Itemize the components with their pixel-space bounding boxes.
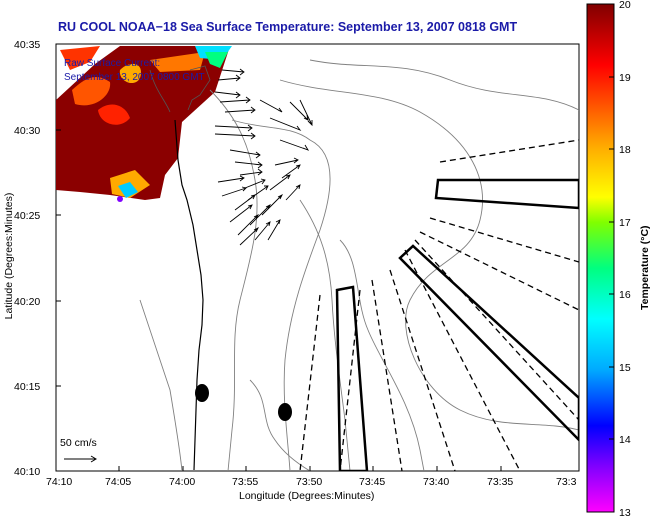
sst-top-red — [60, 46, 100, 70]
sst-red-spot — [98, 104, 130, 125]
study-boxes — [335, 178, 579, 471]
sandy-hook — [187, 65, 211, 111]
buoy-marker-1 — [195, 384, 209, 402]
raw-current-label-1: Raw Surface Current: — [64, 58, 160, 69]
y-tick-3: 40:20 — [14, 296, 40, 308]
cb-tick-20: 20 — [619, 0, 631, 11]
cb-tick-17: 17 — [619, 217, 631, 229]
cb-tick-13: 13 — [619, 507, 631, 518]
map-title: RU COOL NOAA−18 Sea Surface Temperature:… — [58, 20, 518, 34]
cb-tick-19: 19 — [619, 72, 631, 84]
colorbar — [586, 3, 615, 513]
sst-violet-dot — [117, 196, 123, 202]
sst-orange-spot — [72, 76, 111, 106]
sst-green-edge — [205, 52, 228, 68]
cb-tick-16: 16 — [619, 289, 631, 301]
cb-tick-14: 14 — [619, 434, 631, 446]
x-tick-4: 73:50 — [296, 476, 322, 488]
colorbar-label: Temperature (°C) — [639, 225, 651, 310]
x-tick-7: 73:35 — [487, 476, 513, 488]
y-tick-4: 40:15 — [14, 381, 40, 393]
cb-tick-15: 15 — [619, 362, 631, 374]
map-layers: Raw Surface Current: September 13, 2007 … — [56, 46, 579, 471]
sst-amber-spot — [119, 63, 141, 84]
bathymetry-contours — [139, 59, 579, 471]
radar-dashed-lines — [299, 139, 579, 471]
x-tick-0: 74:10 — [46, 476, 72, 488]
x-tick-6: 73:40 — [423, 476, 449, 488]
bay-shore — [149, 69, 171, 113]
x-tick-3: 73:55 — [232, 476, 258, 488]
scale-arrow-icon — [64, 455, 97, 463]
y-tick-1: 40:30 — [14, 125, 40, 137]
sst-orange-band — [150, 52, 205, 72]
buoy-marker-2 — [278, 403, 292, 421]
y-tick-2: 40:25 — [14, 210, 40, 222]
x-axis-label: Longitude (Degrees:Minutes) — [239, 490, 375, 502]
surface-current-vectors — [214, 68, 313, 246]
sst-cyan-lower — [118, 182, 138, 198]
y-axis: 40:35 40:30 40:25 40:20 40:15 40:10 — [14, 39, 61, 478]
x-tick-1: 74:05 — [105, 476, 131, 488]
coastline — [174, 119, 204, 471]
x-tick-2: 74:00 — [169, 476, 195, 488]
y-tick-5: 40:10 — [14, 466, 40, 478]
x-tick-5: 73:45 — [359, 476, 385, 488]
cb-tick-18: 18 — [619, 144, 631, 156]
x-tick-8: 73:3 — [556, 476, 577, 488]
raw-current-label-2: September 13, 2007 0800 GMT — [64, 72, 205, 83]
colorbar-ticks: 20 19 18 17 16 15 14 13 — [609, 0, 631, 518]
x-axis: 74:10 74:05 74:00 73:55 73:50 73:45 73:4… — [46, 466, 577, 488]
scale-label: 50 cm/s — [60, 437, 97, 449]
y-tick-0: 40:35 — [14, 39, 40, 51]
